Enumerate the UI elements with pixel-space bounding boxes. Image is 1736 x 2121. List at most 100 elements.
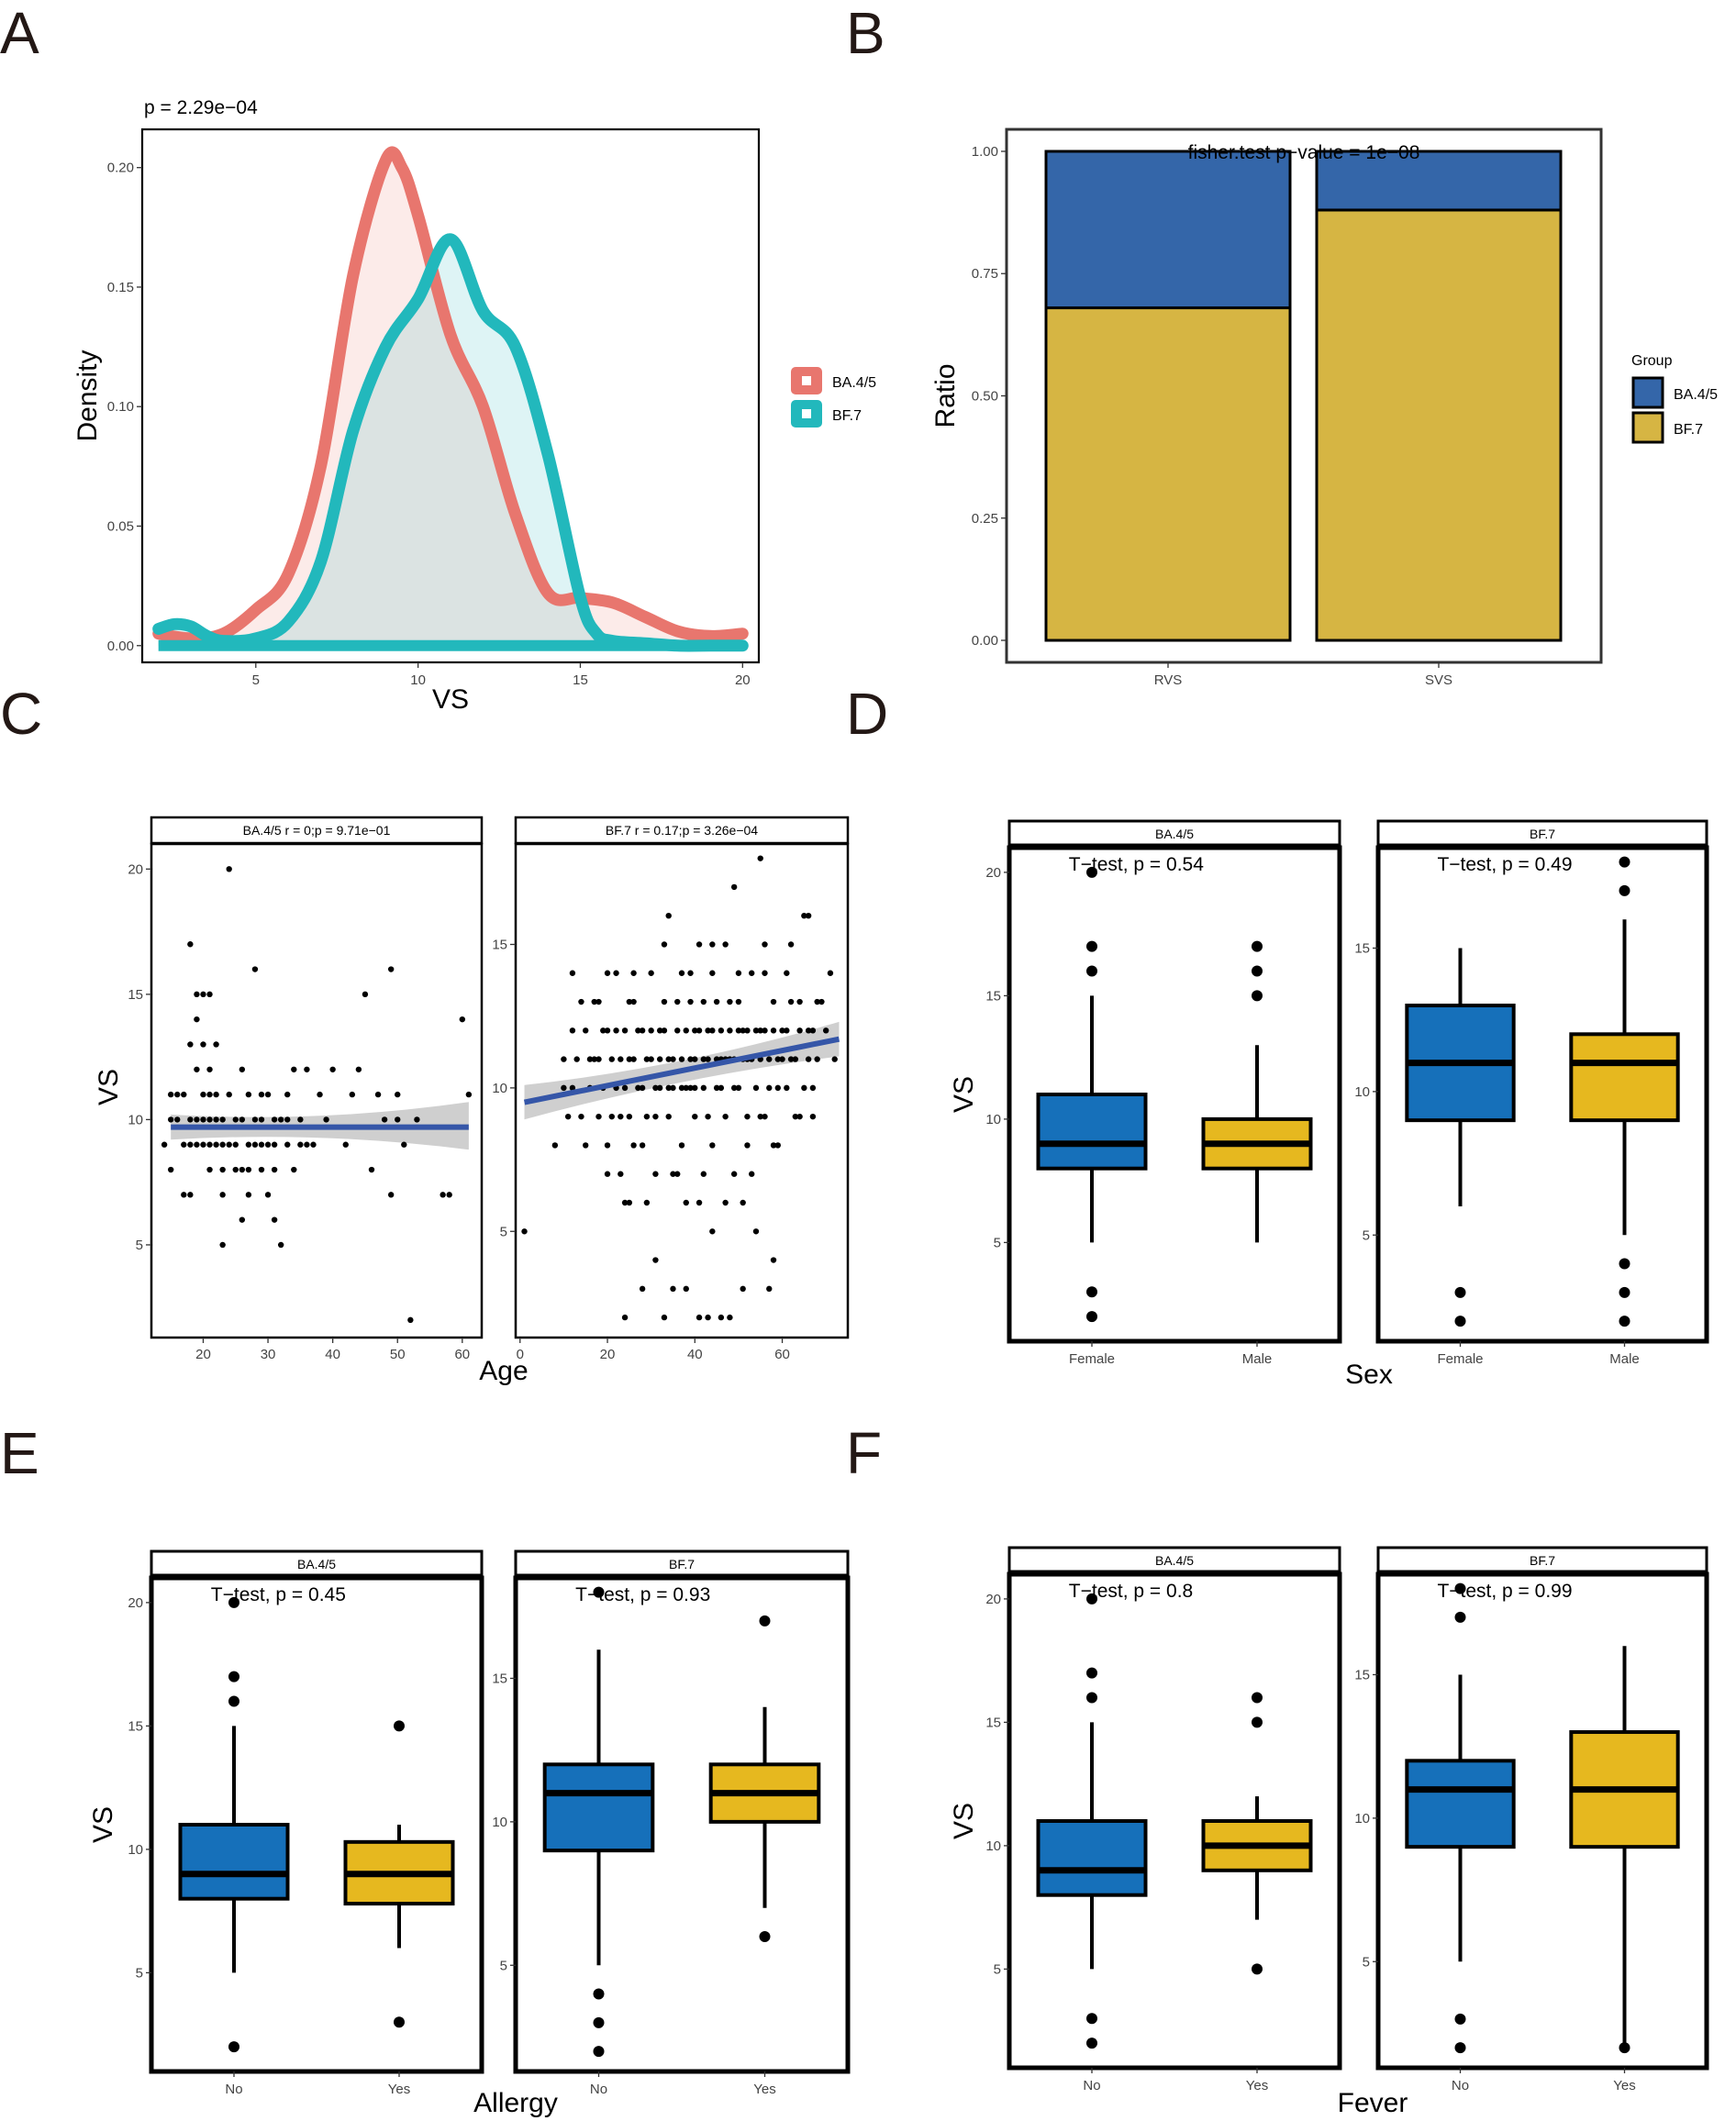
panel-e-strip-label: BF.7	[669, 1557, 695, 1571]
density-area-ba45	[158, 151, 743, 646]
scatter-point	[304, 1066, 310, 1072]
legend-label-bf7: BF.7	[832, 408, 862, 424]
scatter-point	[569, 970, 576, 976]
scatter-point	[355, 1066, 362, 1072]
scatter-point	[705, 1314, 711, 1321]
scatter-point	[822, 1027, 829, 1034]
scatter-point	[621, 1084, 629, 1092]
box-outlier	[228, 1671, 239, 1682]
b-ytick-label: 0.50	[972, 389, 998, 405]
scatter-point	[200, 991, 206, 998]
scatter-point	[787, 998, 795, 1005]
scatter-point	[407, 1316, 414, 1324]
panel-d-xlabel: Sex	[1345, 1360, 1393, 1390]
density-area-bf7	[158, 239, 743, 646]
panel-d-xtick-label: Female	[1069, 1351, 1115, 1367]
scatter-point	[264, 1141, 272, 1148]
c-xtick-label: 0	[517, 1347, 524, 1362]
scatter-point	[206, 991, 213, 998]
scatter-point	[387, 1192, 395, 1198]
scatter-point	[368, 1166, 375, 1173]
panel-e-xtick-label: No	[590, 2082, 607, 2097]
c-xlabel: Age	[479, 1356, 528, 1386]
scatter-point	[264, 1192, 272, 1198]
scatter-point	[718, 1084, 725, 1092]
scatter-point	[551, 1142, 559, 1149]
scatter-point	[696, 1314, 703, 1321]
box-outlier	[1252, 1963, 1263, 1975]
scatter-point	[239, 1116, 246, 1123]
scatter-point	[583, 1027, 589, 1034]
scatter-point	[194, 1116, 200, 1123]
scatter-point	[774, 1084, 781, 1092]
scatter-point	[757, 1027, 763, 1034]
scatter-point	[709, 970, 716, 976]
panel-label-e: E	[0, 1420, 39, 1486]
scatter-point	[744, 1113, 751, 1120]
panel-e-strip	[150, 1549, 484, 1577]
scatter-point	[678, 1142, 685, 1149]
panel-d-strip-label: BF.7	[1530, 827, 1555, 841]
a-title: p = 2.29e−04	[144, 97, 258, 118]
scatter-point	[727, 998, 733, 1005]
panel-d-strip	[1007, 819, 1341, 847]
scatter-point	[219, 1116, 226, 1123]
c-ytick-label: 5	[500, 1224, 507, 1239]
panel-e-xtick-label: No	[225, 2082, 242, 2097]
scatter-point	[194, 1016, 200, 1023]
scatter-point	[774, 1142, 781, 1149]
box-outlier	[394, 1720, 405, 1732]
scatter-point	[258, 1116, 265, 1123]
panel-label-d: D	[846, 681, 888, 747]
panel-e-ytick-label: 10	[492, 1815, 507, 1830]
scatter-point	[652, 1171, 659, 1177]
a-ytick-label: 0.10	[107, 399, 134, 415]
scatter-point	[604, 1171, 611, 1177]
scatter-point	[245, 1166, 252, 1173]
bar-ba45-rvs	[1044, 150, 1292, 310]
scatter-point	[678, 1084, 685, 1092]
scatter-point	[630, 970, 637, 976]
scatter-point	[809, 1113, 817, 1120]
scatter-point	[251, 966, 259, 972]
scatter-point	[232, 1166, 239, 1173]
scatter-point	[809, 1084, 817, 1092]
scatter-point	[700, 1056, 707, 1062]
scatter-point	[564, 1113, 572, 1120]
scatter-point	[239, 1066, 246, 1072]
box-outlier	[1619, 2042, 1630, 2054]
panel-d-xtick-label: Male	[1609, 1351, 1640, 1367]
scatter-point	[194, 1066, 200, 1072]
scatter-point	[787, 941, 795, 948]
scatter-point	[284, 1116, 291, 1123]
scatter-point	[792, 1113, 799, 1120]
scatter-point	[656, 1084, 663, 1092]
scatter-point	[239, 1166, 246, 1173]
scatter-point	[595, 1113, 602, 1120]
panel-d-ytick-label: 5	[1363, 1227, 1370, 1243]
panel-f-strip	[1007, 1546, 1341, 1573]
scatter-point	[591, 998, 597, 1005]
scatter-point	[395, 1091, 401, 1098]
scatter-point	[705, 1056, 711, 1062]
scatter-point	[174, 1091, 181, 1098]
scatter-point	[569, 1027, 576, 1034]
scatter-point	[643, 1199, 651, 1206]
scatter-point	[600, 1027, 606, 1034]
scatter-point	[805, 1056, 812, 1062]
scatter-point	[678, 1056, 685, 1062]
scatter-point	[381, 1116, 388, 1123]
scatter-point	[661, 941, 668, 948]
scatter-point	[639, 1084, 646, 1092]
box-outlier	[1086, 965, 1097, 977]
scatter-point	[613, 970, 619, 976]
c-xtick-label: 60	[774, 1347, 790, 1362]
scatter-point	[245, 1141, 252, 1148]
scatter-point	[735, 970, 742, 976]
scatter-point	[395, 1116, 401, 1123]
scatter-point	[766, 1084, 773, 1092]
scatter-point	[766, 1285, 773, 1293]
scatter-point	[809, 1027, 817, 1034]
scatter-point	[446, 1192, 452, 1198]
